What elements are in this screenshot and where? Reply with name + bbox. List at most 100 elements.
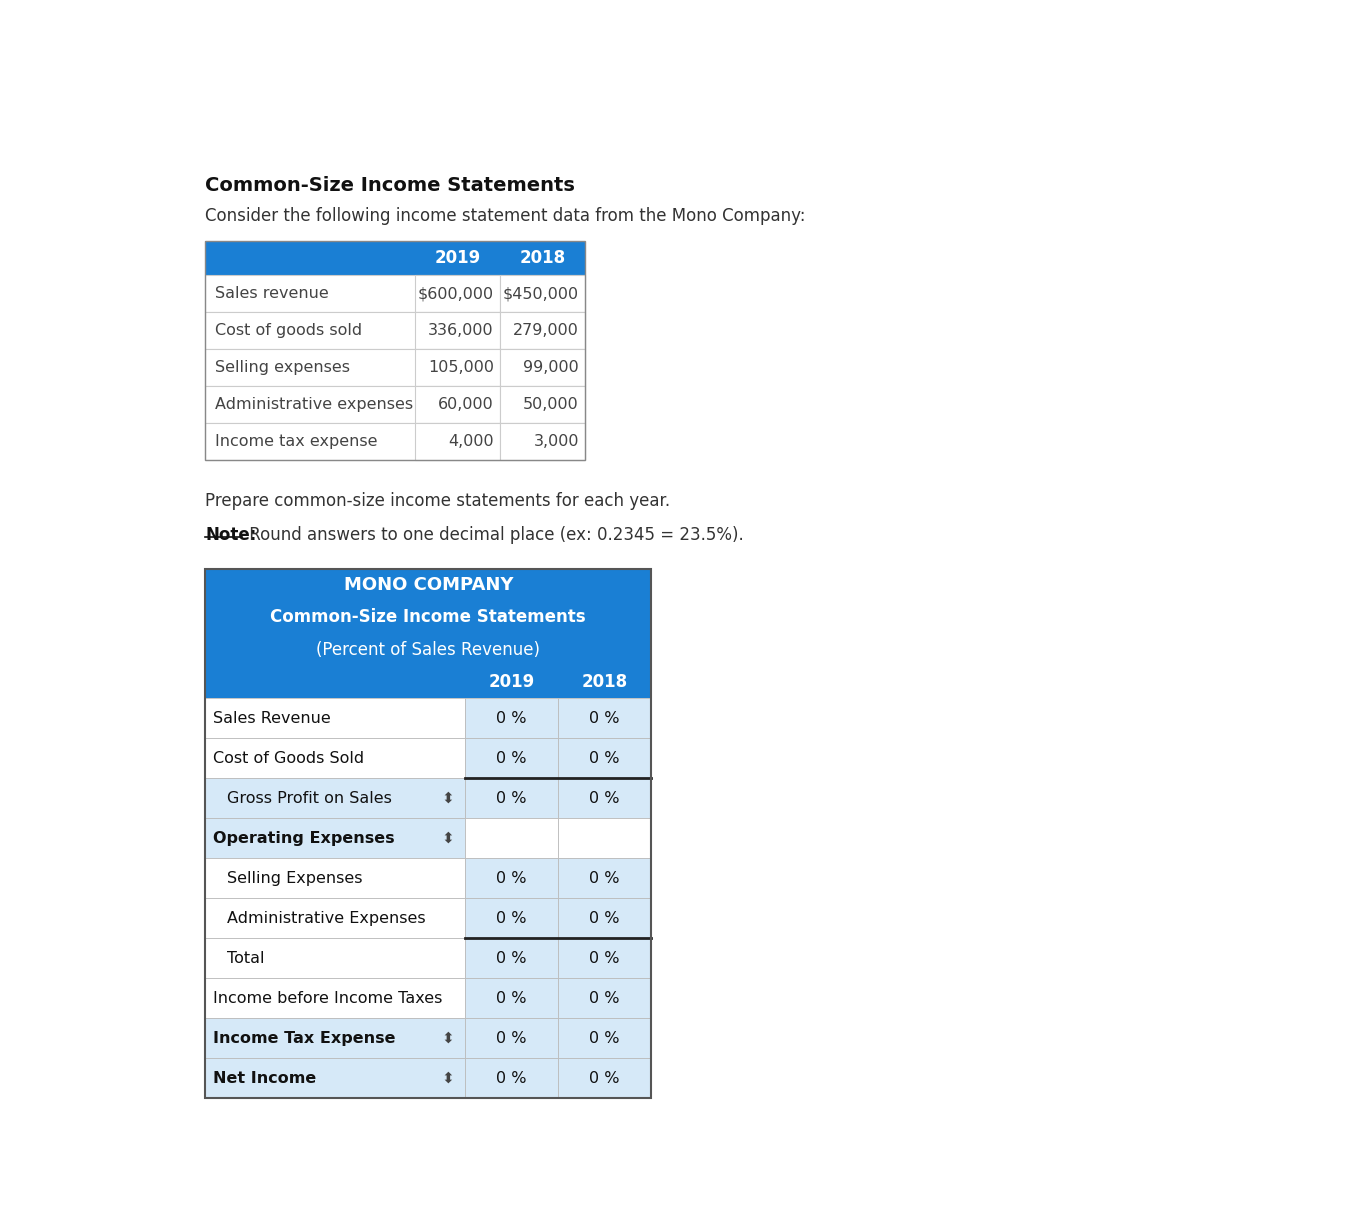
Bar xyxy=(206,386,586,424)
Text: 99,000: 99,000 xyxy=(524,361,579,375)
Bar xyxy=(559,738,651,778)
Text: Consider the following income statement data from the Mono Company:: Consider the following income statement … xyxy=(206,207,806,225)
Bar xyxy=(206,276,586,312)
Bar xyxy=(415,386,499,424)
Bar xyxy=(206,818,466,858)
Text: 0 %: 0 % xyxy=(497,710,526,726)
Bar xyxy=(559,778,651,818)
Bar xyxy=(559,858,651,898)
Text: 4,000: 4,000 xyxy=(448,434,494,449)
Text: 0 %: 0 % xyxy=(590,1071,619,1085)
Text: 0 %: 0 % xyxy=(590,871,619,886)
Bar xyxy=(466,738,559,778)
Bar xyxy=(206,666,651,698)
Text: Cost of goods sold: Cost of goods sold xyxy=(215,323,362,339)
Text: 0 %: 0 % xyxy=(497,991,526,1006)
Bar xyxy=(466,1059,559,1099)
Text: Common-Size Income Statements: Common-Size Income Statements xyxy=(206,175,575,195)
Text: 50,000: 50,000 xyxy=(524,397,579,413)
Text: 2018: 2018 xyxy=(520,249,565,267)
Text: Selling expenses: Selling expenses xyxy=(215,361,350,375)
Text: Sales revenue: Sales revenue xyxy=(215,287,328,301)
Bar xyxy=(206,1019,466,1059)
Bar xyxy=(415,312,499,350)
Bar xyxy=(559,898,651,938)
Text: Income before Income Taxes: Income before Income Taxes xyxy=(213,991,443,1006)
Text: 2019: 2019 xyxy=(489,673,534,691)
Bar xyxy=(206,1059,466,1099)
Bar xyxy=(466,778,559,818)
Bar xyxy=(466,979,559,1019)
Bar xyxy=(415,276,499,312)
Bar xyxy=(466,858,559,898)
Text: Sales Revenue: Sales Revenue xyxy=(213,710,331,726)
Bar xyxy=(466,898,559,938)
Bar xyxy=(206,424,586,460)
Text: 0 %: 0 % xyxy=(497,911,526,926)
Bar xyxy=(206,938,466,979)
Bar xyxy=(206,601,651,633)
Text: $450,000: $450,000 xyxy=(503,287,579,301)
Text: 0 %: 0 % xyxy=(497,750,526,766)
Text: 0 %: 0 % xyxy=(590,1031,619,1045)
Bar xyxy=(206,350,586,386)
Bar xyxy=(206,312,586,350)
Bar xyxy=(415,350,499,386)
Bar xyxy=(499,424,586,460)
Bar xyxy=(466,818,559,858)
Text: Administrative expenses: Administrative expenses xyxy=(215,397,413,413)
Text: 0 %: 0 % xyxy=(590,951,619,966)
Text: 3,000: 3,000 xyxy=(533,434,579,449)
Bar xyxy=(206,569,651,1099)
Text: Income tax expense: Income tax expense xyxy=(215,434,377,449)
Bar xyxy=(559,698,651,738)
Text: Income Tax Expense: Income Tax Expense xyxy=(213,1031,396,1045)
Bar xyxy=(499,312,586,350)
Text: 0 %: 0 % xyxy=(590,911,619,926)
Bar xyxy=(559,979,651,1019)
Bar xyxy=(466,1019,559,1059)
Text: Gross Profit on Sales: Gross Profit on Sales xyxy=(227,790,392,806)
Text: MONO COMPANY: MONO COMPANY xyxy=(343,576,513,594)
Bar xyxy=(206,738,466,778)
Bar xyxy=(206,242,586,460)
Text: Selling Expenses: Selling Expenses xyxy=(227,871,362,886)
Text: 0 %: 0 % xyxy=(590,750,619,766)
Bar xyxy=(206,569,651,601)
Bar xyxy=(206,242,586,276)
Text: ⬍: ⬍ xyxy=(441,831,455,846)
Bar xyxy=(559,938,651,979)
Text: 105,000: 105,000 xyxy=(428,361,494,375)
Text: $600,000: $600,000 xyxy=(417,287,494,301)
Text: 2018: 2018 xyxy=(581,673,627,691)
Bar xyxy=(466,938,559,979)
Text: 0 %: 0 % xyxy=(590,710,619,726)
Bar xyxy=(466,698,559,738)
Bar xyxy=(499,386,586,424)
Text: Prepare common-size income statements for each year.: Prepare common-size income statements fo… xyxy=(206,492,670,511)
Text: 2019: 2019 xyxy=(435,249,481,267)
Text: (Percent of Sales Revenue): (Percent of Sales Revenue) xyxy=(316,640,540,658)
Text: 0 %: 0 % xyxy=(590,991,619,1006)
Text: 0 %: 0 % xyxy=(590,790,619,806)
Bar xyxy=(206,633,651,666)
Bar xyxy=(415,424,499,460)
Text: ⬍: ⬍ xyxy=(441,790,455,806)
Text: Net Income: Net Income xyxy=(213,1071,316,1085)
Bar xyxy=(206,858,466,898)
Text: 0 %: 0 % xyxy=(497,1071,526,1085)
Text: 279,000: 279,000 xyxy=(513,323,579,339)
Text: Operating Expenses: Operating Expenses xyxy=(213,831,394,846)
Text: Common-Size Income Statements: Common-Size Income Statements xyxy=(271,609,586,627)
Text: ⬍: ⬍ xyxy=(441,1031,455,1045)
Bar xyxy=(206,898,466,938)
Bar xyxy=(559,1019,651,1059)
Text: 0 %: 0 % xyxy=(497,1031,526,1045)
Text: 60,000: 60,000 xyxy=(437,397,494,413)
Bar xyxy=(499,276,586,312)
Text: Note:: Note: xyxy=(206,526,257,544)
Bar xyxy=(206,778,466,818)
Text: Administrative Expenses: Administrative Expenses xyxy=(227,911,425,926)
Text: ⬍: ⬍ xyxy=(441,1071,455,1085)
Text: 0 %: 0 % xyxy=(497,951,526,966)
